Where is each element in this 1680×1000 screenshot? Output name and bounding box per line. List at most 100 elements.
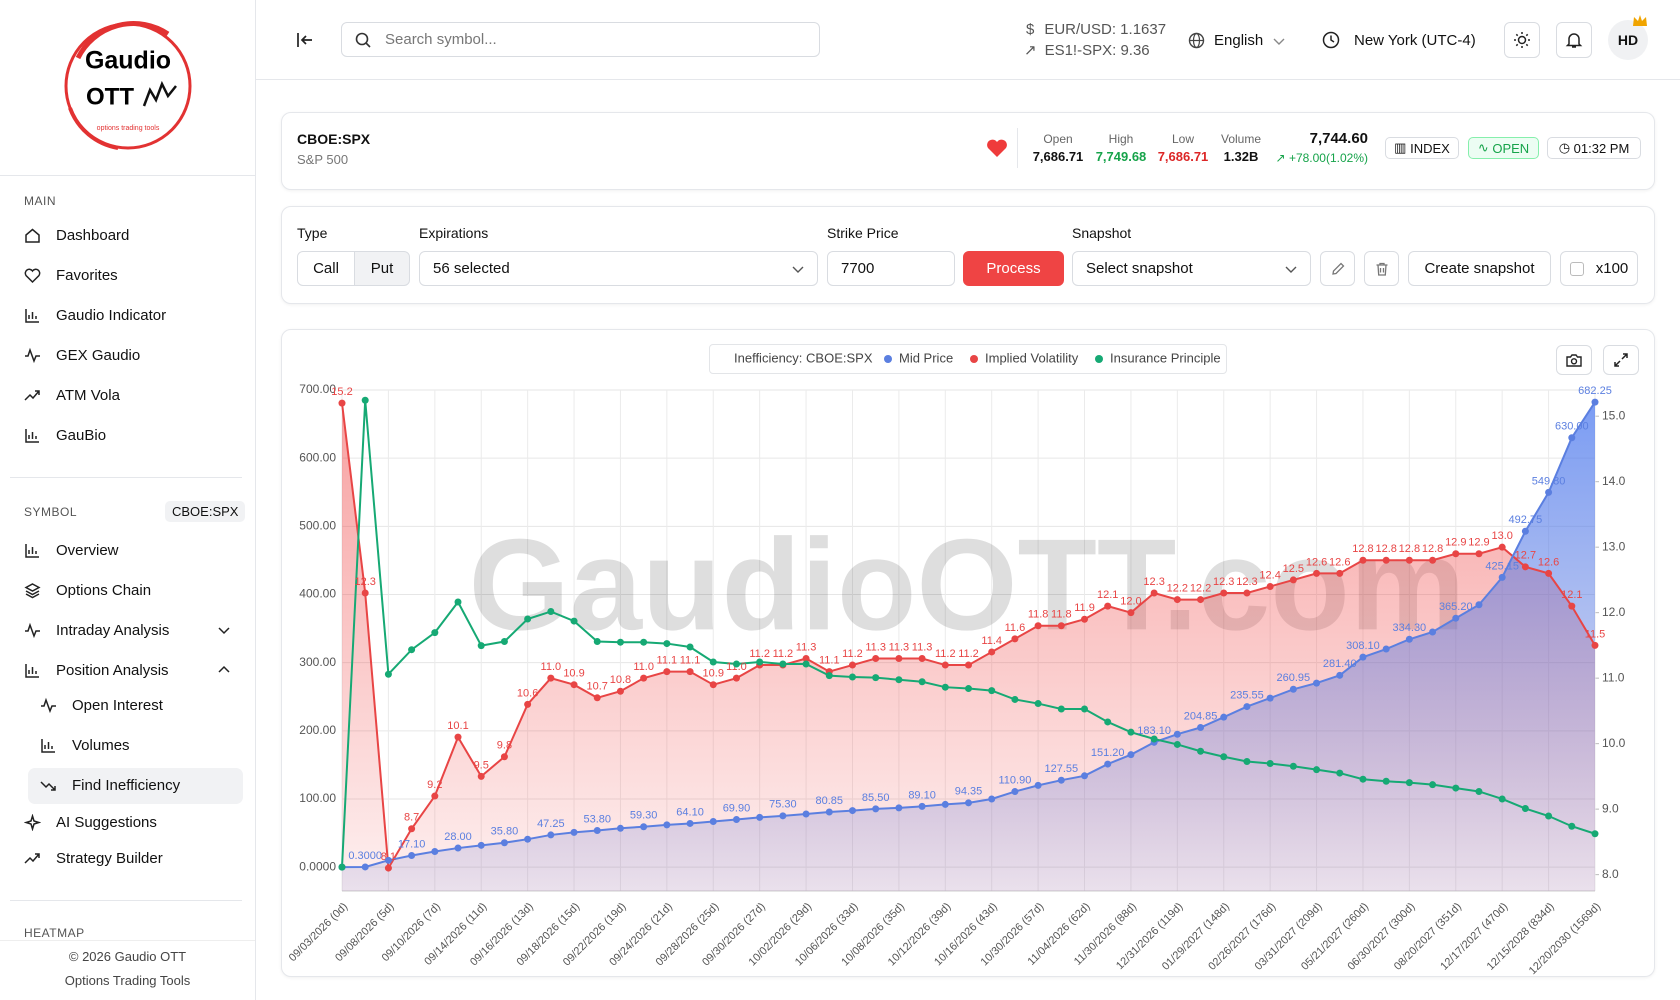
stat-label: Volume bbox=[1220, 132, 1262, 146]
nav-label: Intraday Analysis bbox=[56, 621, 170, 639]
stat-open: Open 7,686.71 bbox=[1023, 132, 1093, 164]
divider bbox=[10, 900, 242, 901]
divider bbox=[0, 175, 256, 176]
section-heading: HEATMAP bbox=[24, 926, 85, 940]
nav-label: ATM Vola bbox=[56, 386, 120, 404]
chevron[interactable] bbox=[217, 664, 231, 674]
ticker-card bbox=[281, 112, 1655, 190]
nav-item[interactable]: GEX Gaudio bbox=[24, 345, 140, 365]
stat-high: High 7,749.68 bbox=[1086, 132, 1156, 164]
screenshot-button[interactable] bbox=[1556, 345, 1592, 375]
process-button[interactable]: Process bbox=[963, 251, 1064, 286]
nav-label: Overview bbox=[56, 541, 119, 559]
logo-text: Gaudio bbox=[85, 47, 171, 75]
nav-label: Find Inefficiency bbox=[72, 776, 181, 794]
stat-label: Open bbox=[1043, 132, 1073, 146]
avatar[interactable]: HD bbox=[1608, 20, 1648, 60]
nav-label: Volumes bbox=[72, 736, 130, 754]
price: 7,744.60 bbox=[1309, 130, 1368, 147]
nav-item[interactable]: GauBio bbox=[24, 425, 106, 445]
stat-label: High bbox=[1108, 132, 1134, 146]
price-change: ↗ +78.00(1.02%) bbox=[1275, 151, 1368, 165]
nav-label: Gaudio Indicator bbox=[56, 306, 167, 324]
type-put[interactable]: Put bbox=[354, 251, 410, 286]
nav-item[interactable]: Gaudio Indicator bbox=[24, 305, 166, 325]
control-label: Type bbox=[297, 225, 328, 241]
edit-button[interactable] bbox=[1320, 251, 1355, 286]
nav-label: Dashboard bbox=[56, 226, 130, 244]
header bbox=[256, 0, 1680, 80]
nav-label: Position Analysis bbox=[56, 661, 169, 679]
nav-item[interactable]: Find Inefficiency bbox=[40, 775, 180, 795]
stat-volume: Volume 1.32B bbox=[1206, 132, 1276, 164]
nav-item[interactable]: Intraday Analysis bbox=[24, 620, 169, 640]
active-highlight bbox=[28, 768, 243, 804]
expirations-select[interactable]: 56 selected bbox=[419, 251, 818, 286]
section-heading: MAIN bbox=[24, 194, 56, 208]
select-value: 56 selected bbox=[433, 260, 510, 277]
divider bbox=[10, 477, 242, 478]
type-call[interactable]: Call bbox=[297, 251, 355, 286]
logo-tagline: options trading tools bbox=[97, 125, 160, 132]
snapshot-select[interactable]: Select snapshot bbox=[1072, 251, 1311, 286]
notifications[interactable] bbox=[1556, 22, 1592, 58]
nav-item[interactable]: Favorites bbox=[24, 265, 118, 285]
nav-label: AI Suggestions bbox=[56, 813, 157, 831]
multiplier-toggle[interactable]: x100 bbox=[1560, 251, 1638, 286]
control-label: Strike Price bbox=[827, 225, 899, 241]
es-spx-text: ES1!-SPX: 9.36 bbox=[1044, 42, 1150, 59]
stat-value: 7,686.71 bbox=[1032, 149, 1084, 164]
nav-label: Strategy Builder bbox=[56, 849, 163, 867]
collapse-button[interactable] bbox=[296, 31, 314, 49]
badge-text: 01:32 PM bbox=[1573, 140, 1630, 156]
sidebar: Gaudio OTT options trading tools MAIN Da… bbox=[0, 0, 256, 1000]
nav-item[interactable]: ATM Vola bbox=[24, 385, 120, 405]
select-value: Select snapshot bbox=[1086, 260, 1193, 277]
nav-item[interactable]: Strategy Builder bbox=[24, 848, 163, 868]
favorite-button[interactable] bbox=[986, 139, 1008, 158]
multiplier-text: x100 bbox=[1595, 260, 1629, 277]
badge-status: ∿ OPEN bbox=[1468, 137, 1539, 159]
nav-item[interactable]: Options Chain bbox=[24, 580, 151, 600]
badge-text: INDEX bbox=[1410, 140, 1450, 156]
input-value: 7700 bbox=[841, 260, 875, 277]
nav-label: Open Interest bbox=[72, 696, 163, 714]
nav-item[interactable]: Dashboard bbox=[24, 225, 129, 245]
section-heading: SYMBOL bbox=[24, 505, 78, 519]
footer-copyright: © 2026 Gaudio OTT bbox=[68, 949, 187, 964]
nav-item[interactable]: Open Interest bbox=[40, 695, 163, 715]
sidebar-footer: © 2026 Gaudio OTT Options Trading Tools bbox=[0, 940, 255, 1000]
create-snapshot[interactable]: Create snapshot bbox=[1408, 251, 1551, 286]
badge-time: ◷ 01:32 PM bbox=[1547, 137, 1641, 159]
stat-low: Low 7,686.71 bbox=[1148, 132, 1218, 164]
logo: Gaudio OTT options trading tools bbox=[64, 21, 192, 150]
logo-text: OTT bbox=[86, 83, 134, 110]
eurusd-text: EUR/USD: 1.1637 bbox=[1044, 21, 1167, 38]
fullscreen-button[interactable] bbox=[1603, 345, 1639, 375]
es-spx: ↗ ES1!-SPX: 9.36 bbox=[1024, 42, 1150, 59]
control-label: Expirations bbox=[419, 225, 489, 241]
timezone[interactable]: New York (UTC-4) bbox=[1322, 31, 1476, 49]
theme-toggle[interactable] bbox=[1504, 22, 1540, 58]
badge-type: ▥ INDEX bbox=[1385, 137, 1459, 159]
stat-value: 1.32B bbox=[1223, 149, 1259, 164]
ticker-name: S&P 500 bbox=[297, 152, 349, 167]
delete-button[interactable] bbox=[1364, 251, 1399, 286]
search-input[interactable]: Search symbol... bbox=[341, 22, 820, 57]
nav-item[interactable]: Position Analysis bbox=[24, 660, 169, 680]
eurusd: $ EUR/USD: 1.1637 bbox=[1026, 21, 1167, 38]
stat-value: 7,686.71 bbox=[1157, 149, 1209, 164]
nav-item[interactable]: Volumes bbox=[40, 735, 130, 755]
nav-item[interactable]: AI Suggestions bbox=[24, 812, 157, 832]
stat-value: 7,749.68 bbox=[1095, 149, 1147, 164]
divider bbox=[1017, 128, 1018, 168]
control-label: Snapshot bbox=[1072, 225, 1132, 241]
stat-label: Low bbox=[1171, 132, 1194, 146]
footer-tagline: Options Trading Tools bbox=[64, 973, 191, 988]
chevron[interactable] bbox=[217, 625, 231, 635]
legend-box bbox=[709, 344, 1227, 374]
strike-input[interactable]: 7700 bbox=[827, 251, 955, 286]
language-select[interactable]: English bbox=[1188, 32, 1285, 49]
nav-item[interactable]: Overview bbox=[24, 540, 119, 560]
